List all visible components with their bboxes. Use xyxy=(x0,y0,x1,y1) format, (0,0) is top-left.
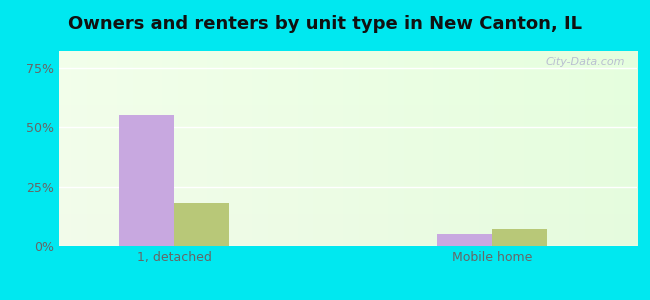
Text: City-Data.com: City-Data.com xyxy=(546,57,625,67)
Text: Owners and renters by unit type in New Canton, IL: Owners and renters by unit type in New C… xyxy=(68,15,582,33)
Legend: Owner occupied units, Renter occupied units: Owner occupied units, Renter occupied un… xyxy=(176,299,520,300)
Bar xyxy=(174,203,229,246)
Bar xyxy=(437,234,493,246)
Bar xyxy=(119,115,174,246)
Bar xyxy=(493,230,547,246)
